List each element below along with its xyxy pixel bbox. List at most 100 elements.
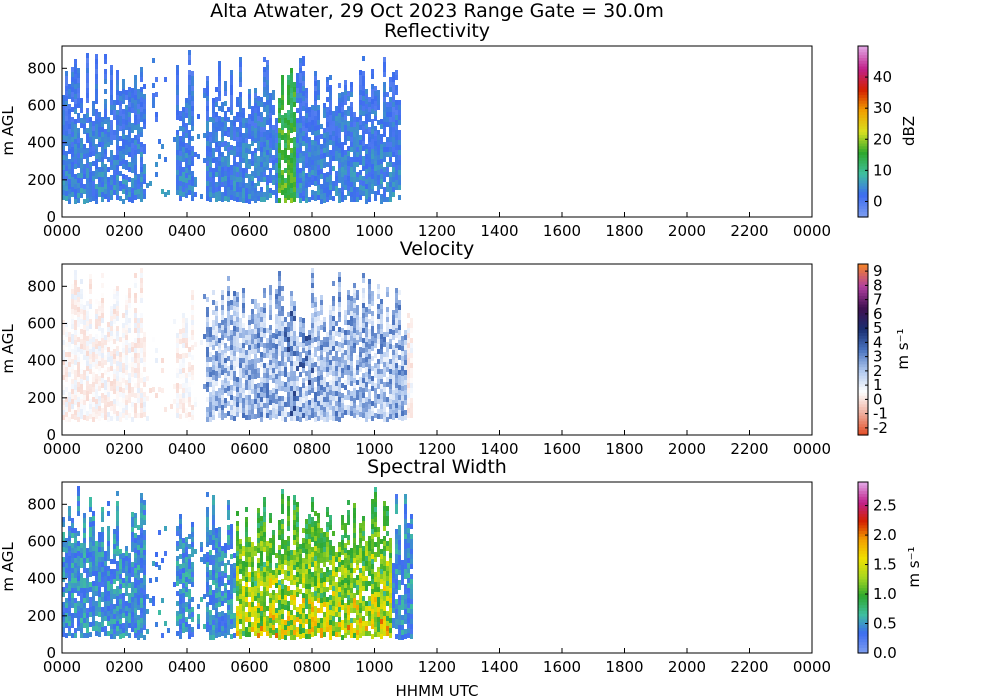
heatmap-cell [143, 540, 146, 545]
heatmap-cell [299, 188, 302, 193]
heatmap-cell [338, 377, 341, 382]
heatmap-cell [308, 330, 311, 335]
heatmap-cell [143, 535, 146, 540]
heatmap-cell [95, 114, 98, 119]
heatmap-cell [290, 371, 293, 376]
heatmap-cell [77, 571, 80, 576]
heatmap-cell [209, 172, 212, 177]
heatmap-cell [176, 80, 179, 85]
colorbar-swatch [858, 80, 868, 84]
heatmap-cell [275, 299, 278, 304]
heatmap-cell [179, 364, 182, 369]
heatmap-cell [107, 367, 110, 372]
heatmap-cell [92, 377, 95, 382]
heatmap-cell [92, 101, 95, 106]
heatmap-cell [68, 586, 71, 591]
heatmap-cell [215, 147, 218, 152]
heatmap-cell [74, 330, 77, 335]
heatmap-cell [95, 129, 98, 134]
heatmap-cell [206, 397, 209, 402]
heatmap-cell [125, 601, 128, 606]
heatmap-cell [212, 158, 215, 163]
heatmap-cell [116, 591, 119, 596]
heatmap-cell [71, 72, 74, 77]
heatmap-cell [350, 137, 353, 142]
heatmap-cell [341, 383, 344, 388]
heatmap-cell [347, 290, 350, 295]
heatmap-cell [362, 353, 365, 358]
heatmap-cell [62, 542, 65, 547]
heatmap-cell [389, 329, 392, 334]
heatmap-cell [335, 116, 338, 121]
colorbar-swatch [858, 420, 868, 425]
heatmap-cell [353, 192, 356, 197]
heatmap-cell [314, 196, 317, 201]
heatmap-cell [383, 337, 386, 342]
heatmap-cell [248, 174, 251, 179]
heatmap-cell [260, 122, 263, 127]
heatmap-cell [83, 340, 86, 345]
heatmap-cell [329, 135, 332, 140]
heatmap-cell [362, 106, 365, 111]
heatmap-cell [329, 365, 332, 370]
heatmap-cell [98, 122, 101, 127]
heatmap-cell [254, 314, 257, 319]
heatmap-cell [344, 335, 347, 340]
heatmap-cell [131, 168, 134, 173]
heatmap-cell [326, 387, 329, 392]
heatmap-cell [101, 507, 104, 512]
heatmap-cell [335, 146, 338, 151]
heatmap-cell [134, 563, 137, 568]
heatmap-cell [221, 330, 224, 335]
heatmap-cell [278, 341, 281, 346]
heatmap-cell [233, 301, 236, 306]
heatmap-cell [260, 157, 263, 162]
heatmap-cell [290, 311, 293, 316]
heatmap-cell [248, 179, 251, 184]
heatmap-cell [221, 122, 224, 127]
heatmap-cell [74, 184, 77, 189]
heatmap-cell [95, 144, 98, 149]
heatmap-cell [377, 170, 380, 175]
heatmap-cell [269, 370, 272, 375]
heatmap-cell [320, 295, 323, 300]
heatmap-cell [215, 381, 218, 386]
heatmap-cell [137, 179, 140, 184]
heatmap-cell [143, 179, 146, 184]
heatmap-cell [98, 346, 101, 351]
heatmap-cell [257, 373, 260, 378]
heatmap-cell [140, 508, 143, 513]
heatmap-cell [86, 613, 89, 618]
heatmap-cell [233, 196, 236, 201]
heatmap-cell [206, 312, 209, 317]
heatmap-cell [311, 180, 314, 185]
heatmap-cell [176, 65, 179, 70]
heatmap-cell [86, 361, 89, 366]
heatmap-cell [176, 353, 179, 358]
heatmap-cell [329, 85, 332, 90]
heatmap-cell [203, 384, 206, 389]
heatmap-cell [284, 417, 287, 422]
heatmap-cell [101, 177, 104, 182]
heatmap-cell [65, 372, 68, 377]
heatmap-cell [332, 136, 335, 141]
heatmap-cell [119, 171, 122, 176]
heatmap-cell [107, 177, 110, 182]
heatmap-cell [374, 191, 377, 196]
heatmap-cell [233, 356, 236, 361]
heatmap-cell [71, 523, 74, 528]
heatmap-cell [269, 138, 272, 143]
heatmap-cell [206, 91, 209, 96]
heatmap-cell [332, 386, 335, 391]
heatmap-cell [224, 121, 227, 126]
heatmap-cell [110, 125, 113, 130]
heatmap-cell [122, 149, 125, 154]
heatmap-cell [365, 189, 368, 194]
heatmap-cell [242, 308, 245, 313]
heatmap-cell [119, 614, 122, 619]
heatmap-cell [218, 338, 221, 343]
heatmap-cell [269, 148, 272, 153]
heatmap-cell [122, 139, 125, 144]
heatmap-cell [239, 162, 242, 167]
heatmap-cell [128, 192, 131, 197]
